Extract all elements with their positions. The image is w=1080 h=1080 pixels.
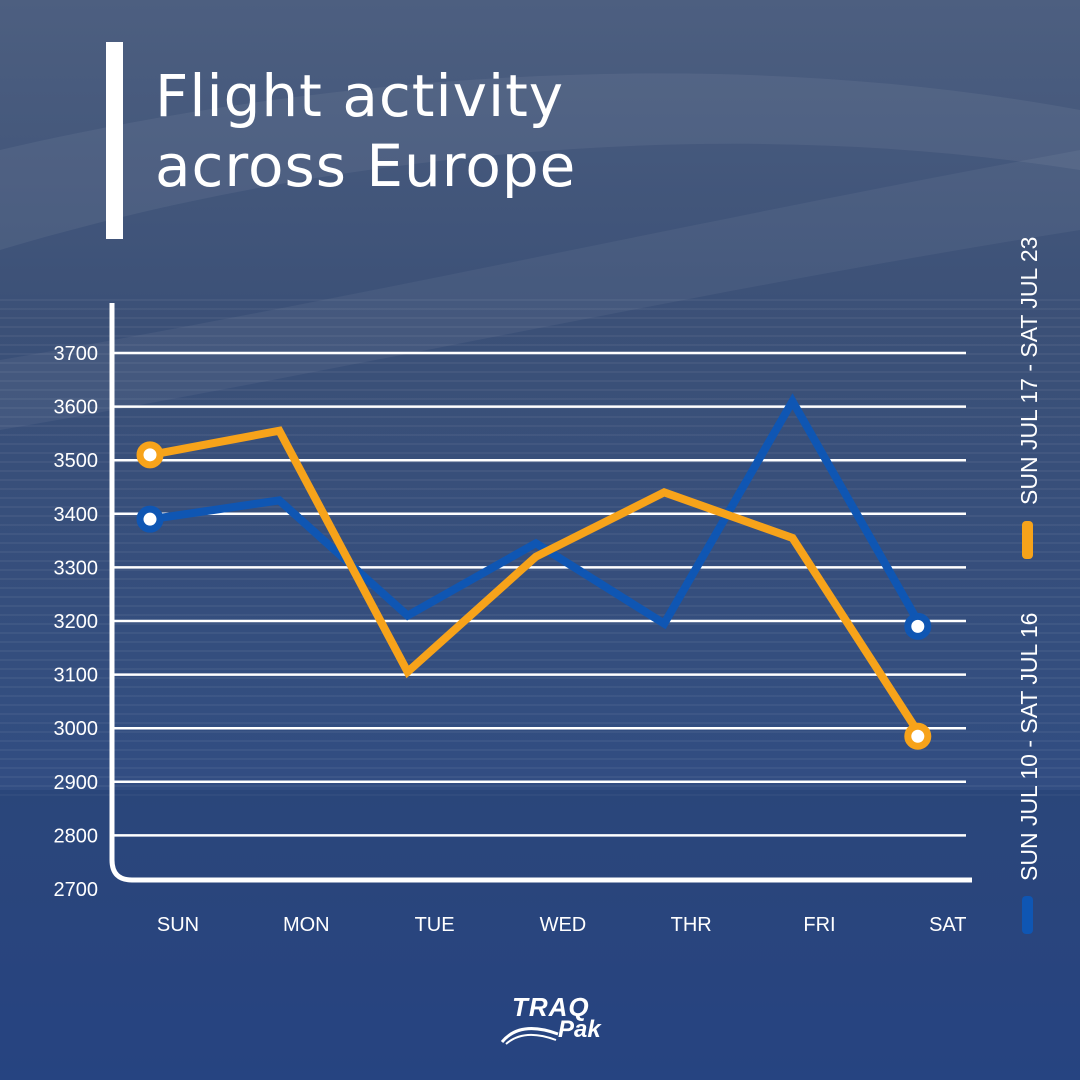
y-tick-label: 3700 [54,343,99,365]
x-tick-label: WED [540,914,587,936]
background-facade-lines [0,299,1080,796]
y-tick-label: 3500 [54,450,99,472]
y-tick-label: 2800 [54,825,99,847]
legend-label-blue: SUN JUL 10 - SAT JUL 16 [1016,612,1042,881]
x-axis-ticks: SUN MON TUE WED THR FRI SAT [157,914,967,936]
traqpak-logo: TRAQ Pak [500,992,620,1052]
logo-swoosh-icon [500,1027,559,1045]
background-roof-shape [0,73,1080,251]
logo-text-bottom: Pak [558,1016,601,1043]
background-ground [0,790,1080,1080]
chart-axis-frame [109,303,972,883]
x-tick-label: MON [283,914,330,936]
chart-gridlines [114,351,966,837]
logo-text-top: TRAQ [512,992,590,1022]
x-tick-label: SAT [929,914,966,936]
x-tick-label: SUN [157,914,199,936]
series-endpoint-marker [136,441,164,469]
legend-swatch-blue [1022,896,1033,934]
series-line [150,426,925,739]
series-endpoint-marker [136,505,164,533]
y-tick-label: 3100 [54,665,99,687]
legend-swatch-orange [1022,521,1033,559]
y-tick-label: 2700 [54,879,99,901]
y-axis-ticks: 2700 2800 2900 3000 3100 3200 3300 3400 3500 3600… [54,343,99,901]
y-tick-label: 3300 [54,557,99,579]
y-tick-label: 3600 [54,397,99,419]
series-line [150,393,925,630]
page-title: Flight activity across Europe [155,62,577,200]
chart-series [136,393,932,750]
series-endpoint-marker [904,612,932,640]
title-accent-bar [106,42,123,239]
background-canopy-shape [0,150,1080,430]
y-tick-label: 3200 [54,611,99,633]
y-tick-label: 3400 [54,504,99,526]
legend-label-orange: SUN JUL 17 - SAT JUL 23 [1016,236,1042,505]
x-tick-label: THR [671,914,712,936]
y-tick-label: 3000 [54,718,99,740]
x-tick-label: TUE [415,914,455,936]
series-endpoint-marker [904,722,932,750]
x-tick-label: FRI [803,914,835,936]
y-tick-label: 2900 [54,772,99,794]
